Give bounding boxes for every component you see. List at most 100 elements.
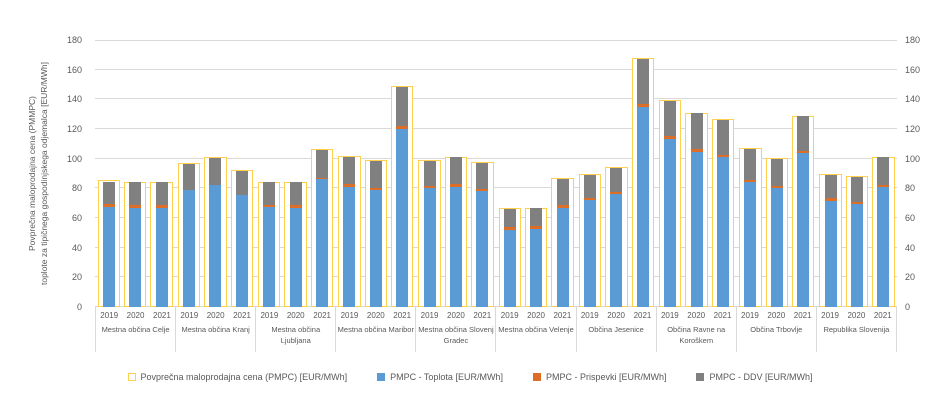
x-year-label: 2021 bbox=[473, 311, 492, 320]
x-year-label: 2021 bbox=[233, 311, 251, 320]
x-group-column: 2019 2020 2021 Republika Slovenija bbox=[815, 307, 897, 352]
bar-stack bbox=[396, 86, 409, 307]
bar-slot bbox=[471, 40, 494, 307]
gridline bbox=[95, 246, 897, 248]
stack-segment-prispevki bbox=[690, 149, 703, 152]
y-tick-label-right: 80 bbox=[905, 183, 916, 194]
y-tick-label-right: 40 bbox=[905, 242, 916, 253]
bar-group bbox=[817, 40, 897, 307]
stack-segment-prispevki bbox=[369, 187, 382, 190]
stack-segment-prispevki bbox=[289, 205, 302, 208]
x-year-label: 2019 bbox=[500, 311, 519, 320]
stack-segment-ddv bbox=[396, 86, 409, 127]
stack-segment-toplota bbox=[770, 188, 783, 307]
bar-stack bbox=[877, 157, 890, 307]
stack-segment-prispevki bbox=[102, 203, 115, 207]
stack-segment-prispevki bbox=[315, 177, 328, 180]
x-years-row: 2019 2020 2021 bbox=[496, 307, 575, 324]
y-tick-label-left: 40 bbox=[71, 242, 82, 253]
bar-stack bbox=[744, 149, 757, 307]
bar-stack bbox=[824, 175, 837, 307]
bar-slot bbox=[711, 40, 735, 307]
x-year-label: 2019 bbox=[821, 311, 839, 320]
x-years-row: 2019 2020 2021 bbox=[176, 307, 255, 324]
bar-stack bbox=[315, 149, 328, 307]
gridline bbox=[95, 98, 897, 100]
gridline bbox=[95, 276, 897, 278]
x-year-label: 2021 bbox=[713, 311, 732, 320]
stack-segment-ddv bbox=[636, 59, 649, 104]
bar-stack bbox=[182, 163, 195, 307]
gridline bbox=[95, 187, 897, 189]
stack-segment-toplota bbox=[690, 152, 703, 307]
x-year-label: 2020 bbox=[767, 311, 786, 320]
gridline bbox=[95, 217, 897, 218]
x-group-column: 2019 2020 2021 Občina Trbovlje bbox=[735, 307, 816, 352]
stack-segment-prispevki bbox=[503, 226, 516, 230]
legend-label: PMPC - Toplota [EUR/MWh] bbox=[390, 372, 503, 382]
stack-segment-toplota bbox=[503, 229, 516, 307]
legend-item: PMPC - Prispevki [EUR/MWh] bbox=[532, 372, 666, 382]
stack-segment-prispevki bbox=[556, 205, 569, 208]
stack-segment-toplota bbox=[423, 188, 436, 307]
x-year-label: 2021 bbox=[313, 311, 331, 320]
bar-slot bbox=[631, 40, 654, 307]
y-tick-label-left: 100 bbox=[66, 153, 82, 164]
stack-segment-prispevki bbox=[610, 191, 623, 195]
bar-slot bbox=[390, 40, 414, 307]
bar-slot bbox=[658, 40, 682, 307]
bar-stack bbox=[129, 182, 142, 307]
x-group-column: 2019 2020 2021 Mestna občina Kranj bbox=[175, 307, 255, 352]
x-years-row: 2019 2020 2021 bbox=[416, 307, 495, 324]
stack-segment-ddv bbox=[797, 116, 810, 151]
x-years-row: 2019 2020 2021 bbox=[817, 307, 896, 324]
y-tick-label-left: 20 bbox=[71, 272, 82, 283]
x-year-label: 2019 bbox=[580, 311, 599, 320]
y-axis-title-line1: Povprečna maloprodajna cena (PMMPC) bbox=[27, 96, 37, 251]
bar-slot bbox=[819, 40, 842, 307]
y-tick-label-left: 160 bbox=[66, 64, 82, 75]
bar-stack bbox=[423, 160, 436, 307]
x-years-row: 2019 2020 2021 bbox=[256, 307, 335, 324]
x-year-label: 2020 bbox=[687, 311, 706, 320]
bar-stack bbox=[155, 182, 168, 307]
stack-segment-prispevki bbox=[664, 136, 677, 140]
y-tick-label-left: 60 bbox=[71, 213, 82, 223]
bar-slot bbox=[204, 40, 227, 307]
bar-stack bbox=[263, 182, 276, 307]
bar-group bbox=[576, 40, 656, 307]
x-year-label: 2020 bbox=[206, 311, 225, 320]
x-year-label: 2019 bbox=[260, 311, 279, 320]
legend-swatch bbox=[127, 373, 136, 381]
bar-stack bbox=[583, 175, 596, 307]
x-year-label: 2021 bbox=[553, 311, 572, 320]
x-group-label: Občina Trbovlje bbox=[750, 325, 803, 334]
x-year-label: 2021 bbox=[633, 311, 652, 320]
y-axis-title-line2: toplote za tipičnega gospodinjskega odje… bbox=[39, 62, 50, 286]
bar-slot bbox=[765, 40, 788, 307]
stack-segment-toplota bbox=[824, 200, 837, 307]
x-year-label: 2020 bbox=[366, 311, 385, 320]
stack-segment-ddv bbox=[824, 175, 837, 199]
y-tick-label-right: 60 bbox=[905, 213, 916, 223]
stack-segment-prispevki bbox=[716, 154, 729, 158]
x-year-label: 2019 bbox=[420, 311, 439, 320]
stack-segment-prispevki bbox=[636, 103, 649, 107]
stack-segment-ddv bbox=[530, 208, 543, 227]
x-years-row: 2019 2020 2021 bbox=[96, 307, 175, 324]
x-year-label: 2020 bbox=[447, 311, 465, 320]
x-group-column: 2019 2020 2021 Mestna občina Maribor bbox=[335, 307, 415, 352]
y-tick-label-right: 100 bbox=[905, 153, 921, 164]
legend-item: Povprečna maloprodajna cena (PMPC) [EUR/… bbox=[127, 372, 347, 382]
stack-segment-toplota bbox=[129, 207, 142, 307]
bar-stack bbox=[369, 160, 382, 307]
bar-stack bbox=[343, 157, 356, 307]
stack-segment-toplota bbox=[182, 189, 195, 307]
y-axis-title: Povprečna maloprodajna cena (PMMPC) topl… bbox=[26, 40, 56, 307]
bar-slot bbox=[177, 40, 201, 307]
legend-swatch bbox=[696, 373, 705, 381]
bar-slot bbox=[791, 40, 815, 307]
bar-stack bbox=[449, 157, 462, 307]
bar-slot bbox=[310, 40, 334, 307]
stack-segment-prispevki bbox=[530, 226, 543, 230]
